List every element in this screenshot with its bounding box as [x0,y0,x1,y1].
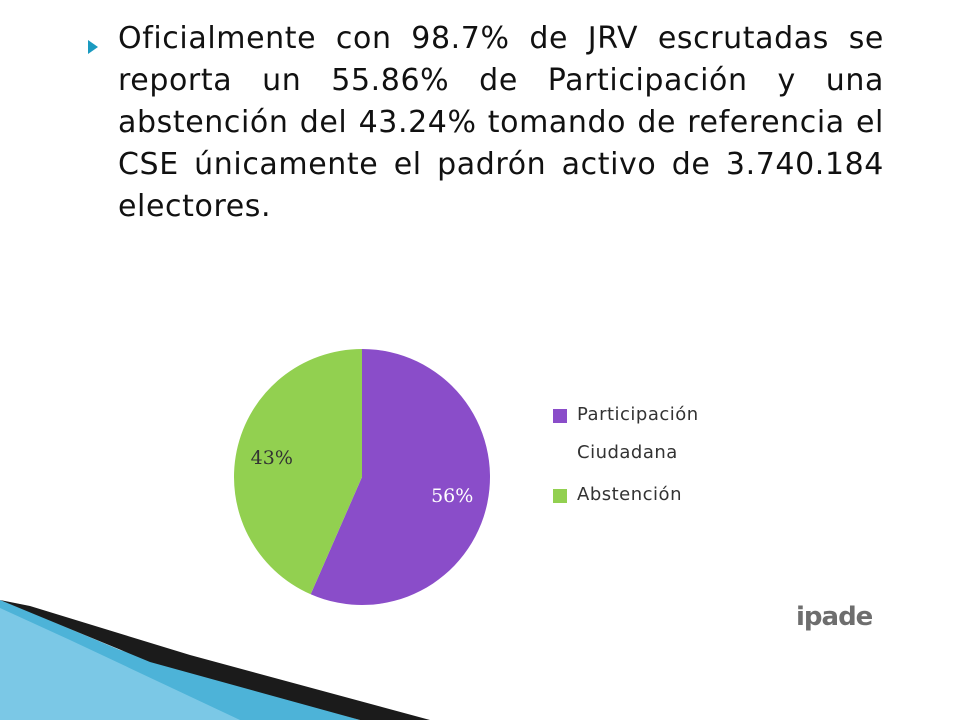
bullet-text: Oficialmente con 98.7% de JRV escrutadas… [118,21,884,224]
pie-slice-participacion [310,349,490,605]
pie-slice-abstencion [233,349,362,595]
data-label-participacion: 56% [431,485,473,507]
legend-swatch-abstencion [553,489,567,503]
bullet-paragraph: Oficialmente con 98.7% de JRV escrutadas… [88,18,884,228]
legend-label-abstencion: Abstención [577,484,682,505]
chart-legend: Participación Ciudadana Abstención [553,396,753,518]
legend-item-participacion: Participación Ciudadana [553,396,753,472]
swoosh-light-band [0,608,240,720]
swoosh-dark-band [0,600,430,720]
bullet-arrow-icon [88,40,98,54]
legend-item-abstencion: Abstención [553,476,753,514]
data-label-abstencion: 43% [251,447,293,469]
legend-label-participacion: Participación Ciudadana [577,404,699,463]
logo-text: ipade [796,602,873,632]
ipade-logo-icon: ipade [796,596,874,640]
legend-swatch-participacion [553,409,567,423]
